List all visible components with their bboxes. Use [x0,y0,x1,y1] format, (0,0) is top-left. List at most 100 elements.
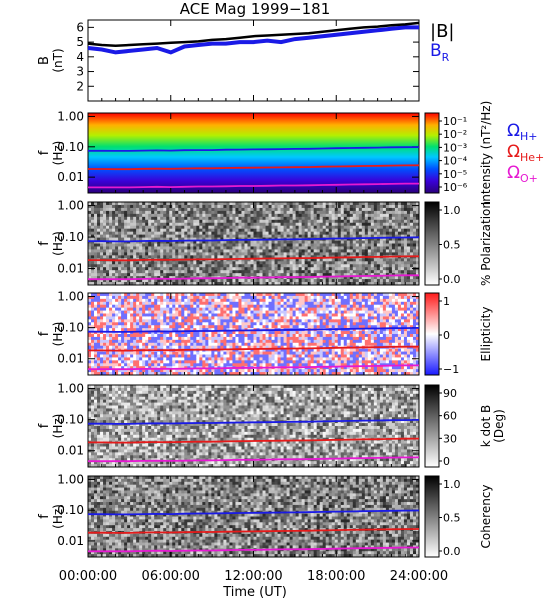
ellipticity-cell [271,342,276,347]
grayscale-cell [130,240,134,244]
grayscale-cell [346,207,351,212]
grayscale-cell [370,225,375,230]
grayscale-cell [91,255,95,259]
grayscale-cell [121,231,125,236]
ellipticity-cell [157,316,161,320]
grayscale-cell [340,219,345,224]
grayscale-cell [358,240,363,244]
grayscale-cell [349,231,354,236]
grayscale-cell [292,216,297,221]
grayscale-cell [223,255,227,259]
grayscale-cell [94,207,98,212]
grayscale-cell [265,228,270,233]
ellipticity-cell [238,325,242,329]
ellipticity-cell [253,304,258,309]
grayscale-cell [409,270,414,274]
grayscale-cell [403,258,408,262]
grayscale-cell [190,270,194,274]
grayscale-cell [256,204,261,209]
ellipticity-cell [226,322,230,326]
ellipticity-cell [238,293,242,297]
grayscale-cell [184,225,188,230]
grayscale-cell [289,273,294,277]
grayscale-cell [367,219,372,224]
grayscale-cell [247,270,251,274]
ellipticity-cell [217,360,221,364]
grayscale-cell [322,210,327,215]
grayscale-cell [187,279,191,283]
grayscale-cell [145,243,149,247]
ellipticity-cell [199,298,203,303]
ellipticity-cell [205,295,209,300]
ellipticity-cell [175,322,179,326]
ellipticity-cell [205,342,209,347]
ellipticity-cell [214,319,218,323]
ellipticity-cell [106,331,110,335]
grayscale-cell [136,210,140,215]
grayscale-cell [403,237,408,242]
grayscale-cell [205,237,209,242]
grayscale-cell [400,231,405,236]
ellipticity-cell [148,334,152,338]
grayscale-cell [187,243,191,247]
grayscale-cell [322,282,327,286]
grayscale-cell [316,228,321,233]
grayscale-cell [361,261,366,265]
ellipticity-cell [115,310,119,314]
ellipticity-cell [160,304,164,309]
ellipticity-cell [151,298,155,303]
grayscale-cell [382,279,387,283]
grayscale-cell [199,216,203,221]
grayscale-cell [262,264,267,268]
ellipticity-cell [232,369,236,373]
grayscale-cell [364,204,369,209]
ellipticity-cell [163,304,167,309]
grayscale-cell [373,276,378,280]
grayscale-cell [370,202,375,206]
grayscale-cell [373,282,378,286]
ellipticity-cell [136,354,140,358]
grayscale-cell [190,204,194,209]
grayscale-cell [286,252,291,256]
ellipticity-cell [136,334,140,338]
ellipticity-cell [151,342,155,347]
ellipticity-cell [154,301,158,306]
grayscale-cell [175,210,179,215]
grayscale-cell [121,228,125,233]
grayscale-cell [112,261,116,265]
ellipticity-cell [259,293,264,297]
grayscale-cell [94,270,98,274]
ellipticity-cell [118,354,122,358]
grayscale-cell [358,249,363,253]
ellipticity-cell [238,298,242,303]
grayscale-cell [355,207,360,212]
ellipticity-cell [112,360,116,364]
ellipticity-cell [202,319,206,323]
ellipticity-cell [139,354,143,358]
ellipticity-cell [169,331,173,335]
ellipticity-cell [184,322,188,326]
grayscale-cell [133,231,137,236]
grayscale-cell [142,276,146,280]
grayscale-cell [94,279,98,283]
grayscale-cell [124,279,128,283]
ellipticity-cell [160,339,164,344]
grayscale-cell [322,213,327,218]
y-axis-unit: (Hz) [51,141,65,166]
grayscale-cell [283,234,288,239]
grayscale-cell [331,252,336,256]
grayscale-cell [115,219,119,224]
ellipticity-cell [121,304,125,309]
grayscale-cell [373,222,378,227]
grayscale-cell [349,216,354,221]
ellipticity-cell [187,342,191,347]
grayscale-cell [139,213,143,218]
grayscale-cell [268,246,273,250]
grayscale-cell [397,243,402,247]
ellipticity-cell [169,342,173,347]
ellipticity-cell [250,313,254,317]
grayscale-cell [172,219,176,224]
grayscale-cell [280,264,285,268]
grayscale-cell [193,279,197,283]
grayscale-cell [112,270,116,274]
